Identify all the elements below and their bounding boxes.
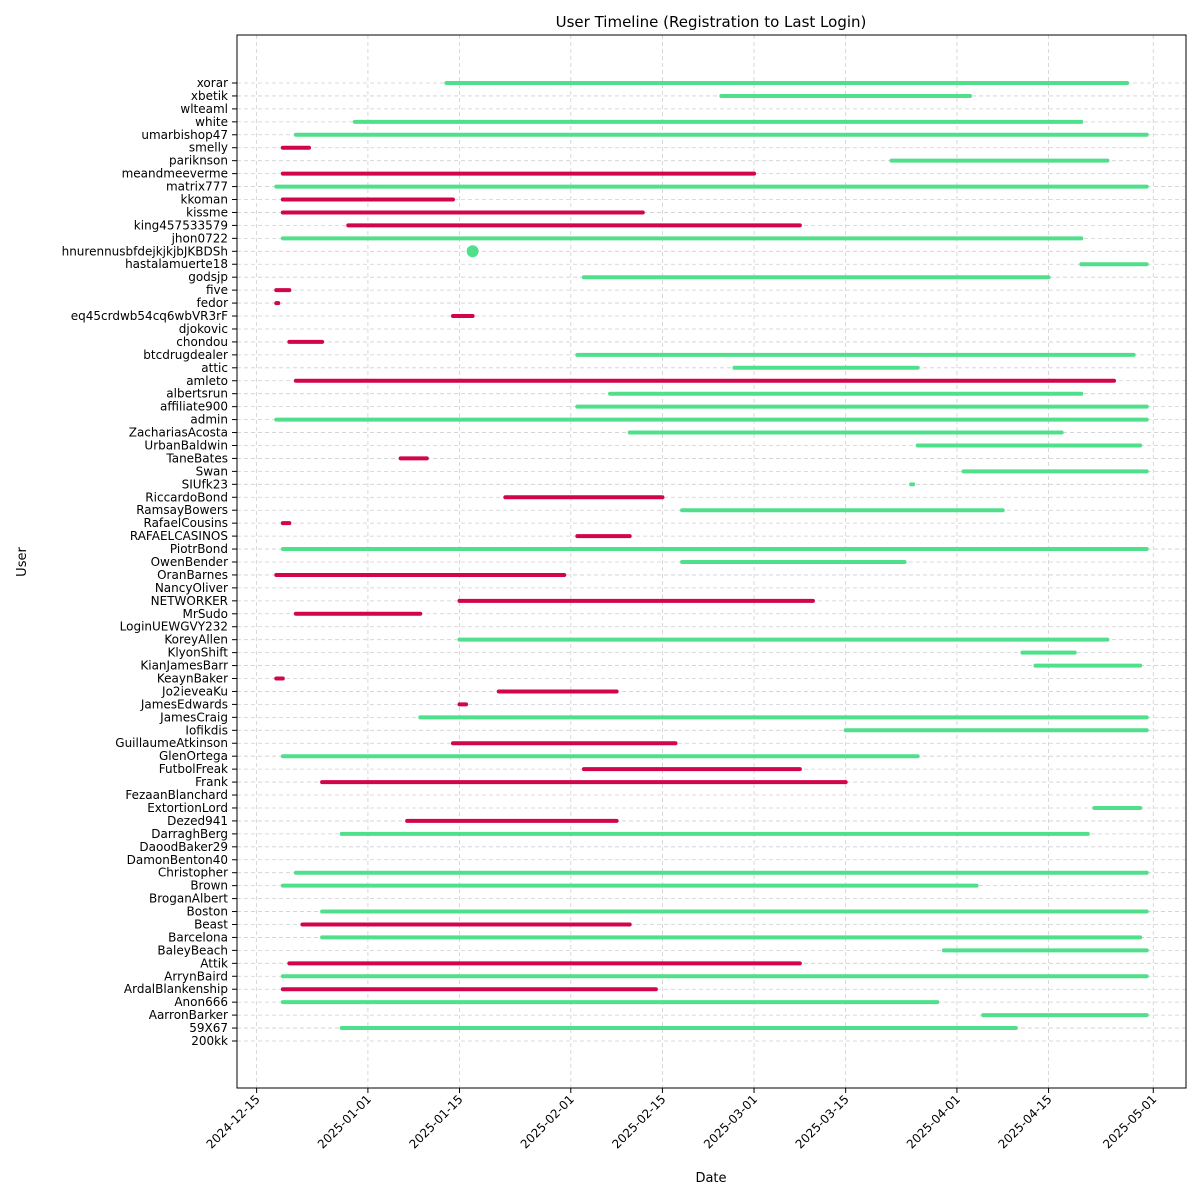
y-tick-label: jhon0722	[171, 231, 228, 245]
y-tick-label: LoginUEWGVY232	[120, 620, 228, 634]
y-tick-label: kkoman	[181, 193, 228, 207]
y-tick-label: hnurennusbfdejkjkjbJKBDSh	[62, 244, 228, 258]
x-tick-label: 2025-02-15	[609, 1092, 668, 1151]
y-tick-label: kissme	[186, 205, 228, 219]
y-tick-label: SIUfk23	[182, 477, 228, 491]
y-tick-label: GuillaumeAtkinson	[115, 736, 228, 750]
y-tick-label: JamesCraig	[159, 710, 228, 724]
y-tick-label: DamonBenton40	[127, 853, 228, 867]
y-tick-label: GlenOrtega	[159, 749, 228, 763]
y-tick-label: matrix777	[166, 180, 228, 194]
x-tick-label: 2025-03-15	[793, 1092, 852, 1151]
y-tick-label: KianJamesBarr	[140, 659, 228, 673]
y-tick-label: Frank	[195, 775, 228, 789]
y-tick-label: JamesEdwards	[140, 697, 228, 711]
chart-title: User Timeline (Registration to Last Logi…	[556, 13, 867, 31]
y-tick-label: xorar	[197, 76, 228, 90]
y-tick-label: chondou	[176, 335, 228, 349]
y-tick-labels: 200kk59X67AarronBarkerAnon666ArdalBlanke…	[62, 76, 1154, 1093]
y-tick-label: wlteaml	[180, 102, 228, 116]
y-tick-label: ArrynBaird	[164, 969, 228, 983]
y-tick-label: amleto	[186, 374, 228, 388]
y-tick-label: eq45crdwb54cq6wbVR3rF	[71, 309, 228, 323]
y-tick-label: pariknson	[169, 154, 228, 168]
y-tick-label: Swan	[196, 464, 228, 478]
y-tick-label: KoreyAllen	[164, 633, 228, 647]
x-tick-label: 2024-12-15	[204, 1092, 263, 1151]
y-tick-label: godsjp	[188, 270, 228, 284]
y-tick-label: DarraghBerg	[151, 827, 228, 841]
x-tick-label: 2025-02-01	[518, 1092, 577, 1151]
y-tick-label: Boston	[187, 905, 228, 919]
y-tick-label: white	[195, 115, 228, 129]
y-tick-label: MrSudo	[183, 607, 228, 621]
y-tick-label: RafaelCousins	[144, 516, 229, 530]
y-tick-label: Brown	[190, 879, 228, 893]
y-tick-label: Anon666	[174, 995, 228, 1009]
y-tick-label: Christopher	[158, 866, 228, 880]
y-tick-label: BroganAlbert	[149, 892, 228, 906]
x-tick-label: 2025-01-15	[406, 1092, 465, 1151]
y-tick-label: albertsrun	[166, 387, 228, 401]
y-tick-label: admin	[190, 413, 228, 427]
y-tick-label: FutbolFreak	[159, 762, 228, 776]
y-tick-label: Jo2ieveaKu	[161, 684, 228, 698]
y-tick-label: fedor	[197, 296, 229, 310]
y-tick-label: BaleyBeach	[157, 943, 228, 957]
y-tick-label: djokovic	[179, 322, 228, 336]
y-tick-label: PiotrBond	[170, 542, 228, 556]
x-tick-label: 2025-01-01	[315, 1092, 374, 1151]
y-tick-label: 200kk	[191, 1034, 228, 1048]
y-tick-label: Dezed941	[167, 814, 228, 828]
y-tick-label: RamsayBowers	[136, 503, 228, 517]
y-tick-label: smelly	[189, 141, 228, 155]
x-tick-label: 2025-05-01	[1100, 1092, 1159, 1151]
y-tick-label: UrbanBaldwin	[144, 438, 228, 452]
y-tick-label: meandmeeverme	[122, 167, 228, 181]
x-tick-labels: 2024-12-15 2025-01-01 2025-01-15 2025-02-01…	[204, 1092, 1160, 1151]
y-tick-label: Beast	[194, 917, 228, 931]
y-tick-label: KeaynBaker	[157, 672, 228, 686]
y-tick-label: OranBarnes	[157, 568, 228, 582]
y-tick-label: TaneBates	[165, 451, 228, 465]
y-axis-label: User	[15, 547, 30, 577]
y-tick-label: Attik	[200, 956, 228, 970]
y-tick-label: attic	[201, 361, 228, 375]
y-tick-label: OwenBender	[151, 555, 228, 569]
y-tick-label: Iofikdis	[185, 723, 228, 737]
x-tick-label: 2025-04-01	[904, 1092, 963, 1151]
y-tick-label: Barcelona	[168, 930, 228, 944]
y-tick-label: ExtortionLord	[147, 801, 228, 815]
y-tick-label: FezaanBlanchard	[125, 788, 228, 802]
y-tick-label: RAFAELCASINOS	[130, 529, 228, 543]
x-axis-label: Date	[695, 1171, 726, 1186]
y-tick-label: affiliate900	[160, 400, 228, 414]
y-tick-label: NancyOliver	[155, 581, 228, 595]
y-tick-label: 59X67	[189, 1021, 228, 1035]
y-tick-label: KlyonShift	[167, 646, 228, 660]
y-tick-label: xbetik	[191, 89, 228, 103]
timeline-bars	[274, 81, 1149, 1031]
y-tick-label: RiccardoBond	[145, 490, 228, 504]
y-tick-label: ZachariasAcosta	[129, 426, 228, 440]
y-tick-label: NETWORKER	[151, 594, 228, 608]
x-tick-label: 2025-03-01	[701, 1092, 760, 1151]
y-tick-label: DaoodBaker29	[139, 840, 228, 854]
y-tick-label: ArdalBlankenship	[124, 982, 228, 996]
y-tick-label: hastalamuerte18	[125, 257, 228, 271]
y-tick-label: five	[206, 283, 228, 297]
timeline-point	[466, 245, 479, 258]
y-tick-label: king457533579	[134, 218, 228, 232]
y-tick-label: AarronBarker	[149, 1008, 228, 1022]
y-tick-label: btcdrugdealer	[143, 348, 228, 362]
y-tick-label: umarbishop47	[141, 128, 228, 142]
x-tick-label: 2025-04-15	[995, 1092, 1054, 1151]
